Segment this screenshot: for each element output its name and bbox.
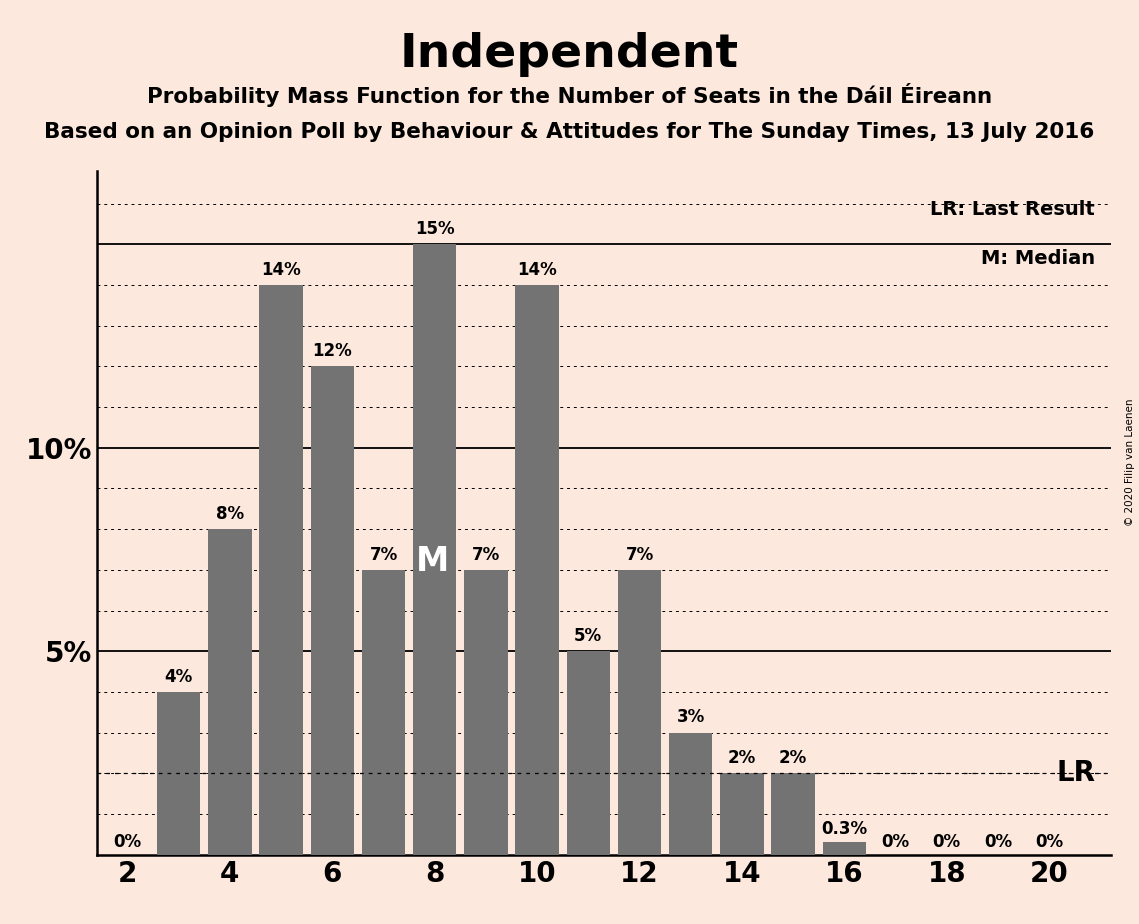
Text: 0%: 0%	[984, 833, 1011, 851]
Text: 0%: 0%	[933, 833, 961, 851]
Text: 0%: 0%	[882, 833, 910, 851]
Bar	[311, 366, 354, 855]
Text: 4%: 4%	[165, 668, 192, 686]
Bar	[669, 733, 713, 855]
Text: 8%: 8%	[216, 505, 244, 523]
Text: © 2020 Filip van Laenen: © 2020 Filip van Laenen	[1125, 398, 1134, 526]
Bar	[720, 773, 763, 855]
Text: 12%: 12%	[312, 342, 352, 360]
Text: 0.3%: 0.3%	[821, 821, 868, 838]
Text: 14%: 14%	[261, 261, 301, 279]
Text: 2%: 2%	[779, 749, 808, 767]
Text: M: Median: M: Median	[981, 249, 1096, 268]
Bar	[260, 285, 303, 855]
Bar	[822, 843, 866, 855]
Text: LR: LR	[1056, 760, 1096, 787]
Text: 0%: 0%	[114, 833, 141, 851]
Text: 7%: 7%	[472, 546, 500, 564]
Text: Independent: Independent	[400, 32, 739, 78]
Text: 2%: 2%	[728, 749, 756, 767]
Bar	[362, 570, 405, 855]
Bar	[515, 285, 559, 855]
Text: 7%: 7%	[369, 546, 398, 564]
Text: M: M	[416, 545, 449, 578]
Text: 5%: 5%	[574, 627, 603, 645]
Bar	[465, 570, 508, 855]
Bar	[771, 773, 814, 855]
Bar	[157, 692, 200, 855]
Text: LR: Last Result: LR: Last Result	[931, 201, 1096, 219]
Text: 15%: 15%	[415, 220, 454, 238]
Text: Based on an Opinion Poll by Behaviour & Attitudes for The Sunday Times, 13 July : Based on an Opinion Poll by Behaviour & …	[44, 122, 1095, 142]
Bar	[566, 651, 611, 855]
Text: 0%: 0%	[1035, 833, 1063, 851]
Text: 7%: 7%	[625, 546, 654, 564]
Text: 14%: 14%	[517, 261, 557, 279]
Text: Probability Mass Function for the Number of Seats in the Dáil Éireann: Probability Mass Function for the Number…	[147, 83, 992, 107]
Text: 3%: 3%	[677, 709, 705, 726]
Bar	[413, 244, 457, 855]
Bar	[208, 529, 252, 855]
Bar	[617, 570, 662, 855]
